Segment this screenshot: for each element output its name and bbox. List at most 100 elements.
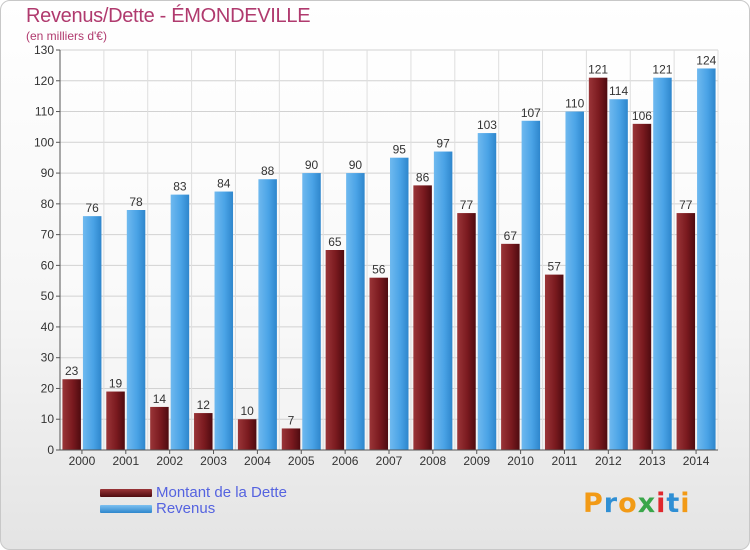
legend-swatch-debt (100, 489, 152, 497)
data-label-debt: 10 (240, 404, 254, 418)
data-label-revenue: 114 (609, 84, 628, 98)
data-label-revenue: 97 (436, 137, 450, 151)
bar-debt (369, 277, 388, 450)
data-label-revenue: 84 (217, 177, 231, 191)
data-label-debt: 106 (632, 109, 652, 123)
data-label-revenue: 78 (129, 195, 143, 209)
logo-letter: i (680, 488, 691, 519)
bar-revenue (214, 191, 234, 451)
data-label-debt: 12 (197, 398, 211, 412)
data-label-revenue: 121 (652, 63, 672, 77)
bar-revenue (258, 179, 277, 450)
logo-letter: t (666, 488, 681, 519)
data-label-debt: 7 (288, 413, 295, 427)
logo-letter: i (656, 488, 667, 519)
data-label-debt: 121 (588, 63, 608, 77)
data-label-debt: 56 (372, 263, 386, 277)
bar-revenue (346, 173, 365, 451)
logo-letter: P (583, 488, 604, 519)
y-tick-label: 90 (41, 166, 55, 180)
logo-letter: o (618, 488, 638, 519)
data-label-revenue: 90 (349, 158, 363, 172)
bars: 23 76 19 78 14 83 12 84 10 88 7 90 65 90 56 95 86 97 77 103… (62, 53, 717, 451)
y-tick-label: 30 (41, 351, 55, 365)
x-tick-label: 2012 (595, 454, 622, 468)
bar-debt (237, 419, 257, 450)
x-tick-label: 2006 (332, 454, 359, 468)
y-tick-label: 120 (34, 74, 54, 88)
legend-swatch-revenue (100, 505, 152, 513)
data-label-debt: 77 (679, 198, 693, 212)
bar-revenue (82, 216, 102, 450)
data-label-revenue: 76 (86, 201, 100, 215)
data-label-revenue: 110 (565, 97, 584, 111)
bar-debt (194, 413, 213, 450)
data-label-debt: 23 (65, 364, 79, 378)
y-tick-label: 70 (41, 228, 55, 242)
bar-revenue (302, 173, 321, 451)
y-tick-label: 10 (41, 412, 55, 426)
x-tick-label: 2014 (683, 454, 710, 468)
x-tick-label: 2005 (288, 454, 315, 468)
bar-revenue (521, 120, 541, 451)
x-tick-label: 2002 (156, 454, 183, 468)
x-tick-label: 2001 (112, 454, 139, 468)
data-label-debt: 14 (153, 392, 167, 406)
bar-revenue (565, 111, 584, 451)
bar-debt (588, 77, 608, 450)
plot-area (60, 50, 718, 450)
data-label-revenue: 107 (521, 106, 541, 120)
legend-label-revenue: Revenus (156, 500, 216, 517)
bar-debt (544, 274, 564, 450)
bar-debt (501, 243, 520, 450)
bar-revenue (609, 99, 628, 450)
y-tick-label: 50 (41, 289, 55, 303)
proxiti-logo: Proxiti (583, 488, 691, 519)
chart-subtitle: (en milliers d'€) (26, 29, 107, 43)
x-tick-label: 2011 (552, 454, 578, 468)
data-label-debt: 77 (460, 198, 474, 212)
x-tick-label: 2003 (200, 454, 227, 468)
y-tick-label: 110 (35, 105, 54, 119)
legend-label-debt: Montant de la Dette (156, 484, 287, 501)
y-tick-label: 60 (41, 258, 55, 272)
x-tick-label: 2000 (69, 454, 96, 468)
bar-debt (106, 391, 125, 450)
y-tick-label: 0 (47, 443, 54, 457)
x-tick-label: 2013 (639, 454, 666, 468)
data-label-debt: 67 (504, 229, 518, 243)
bar-debt (413, 185, 432, 450)
bar-revenue (390, 157, 409, 450)
data-label-revenue: 88 (261, 164, 275, 178)
bar-debt (150, 406, 169, 450)
x-tick-label: 2007 (376, 454, 403, 468)
bar-revenue (433, 151, 453, 451)
bar-debt (325, 250, 345, 450)
data-label-revenue: 103 (477, 118, 497, 132)
data-label-revenue: 90 (305, 158, 319, 172)
y-tick-label: 80 (41, 197, 55, 211)
bar-revenue (170, 194, 190, 450)
y-tick-label: 40 (41, 320, 55, 334)
chart-title: Revenus/Dette - ÉMONDEVILLE (26, 5, 311, 27)
bar-revenue (477, 133, 497, 451)
bar-debt (281, 428, 301, 450)
bar-debt (676, 213, 696, 450)
axes: 0 10 20 30 40 50 60 70 80 90 100 110 120 130 2000 2001 2… (34, 43, 718, 468)
bar-revenue (697, 68, 716, 450)
y-tick-label: 130 (34, 43, 54, 57)
logo-letter: r (603, 488, 619, 519)
bar-revenue (653, 77, 672, 450)
data-label-debt: 19 (109, 377, 123, 391)
data-label-revenue: 95 (393, 143, 407, 157)
x-tick-label: 2004 (244, 454, 271, 468)
bar-debt (632, 123, 652, 450)
bar-debt (62, 379, 81, 450)
data-label-revenue: 124 (696, 53, 716, 67)
data-label-revenue: 83 (173, 180, 187, 194)
data-label-debt: 86 (416, 170, 430, 184)
data-label-debt: 57 (548, 260, 562, 274)
logo-letter: x (637, 488, 657, 519)
x-tick-label: 2009 (463, 454, 490, 468)
